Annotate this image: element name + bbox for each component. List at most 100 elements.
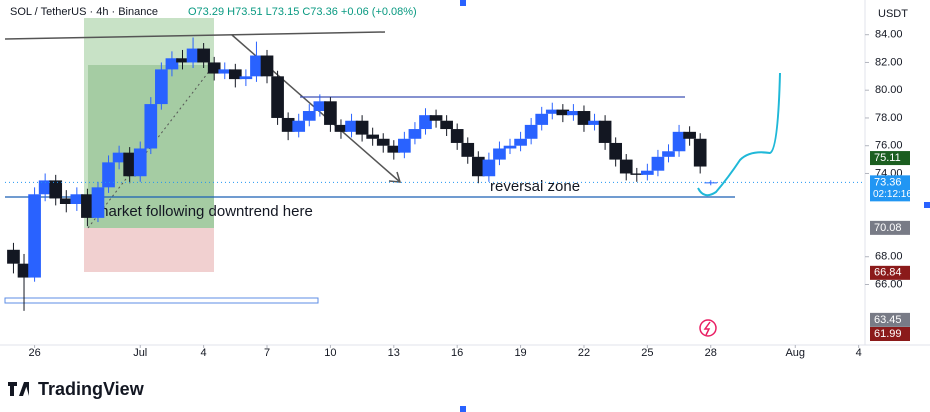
candle-body (429, 115, 443, 121)
price-label-box (870, 175, 910, 202)
candle-body (271, 76, 284, 118)
annotation: reversal zone (490, 178, 580, 195)
candle-body (556, 109, 570, 116)
handle (460, 0, 466, 6)
symbol-title: SOL / TetherUS · 4h · Binance (10, 6, 158, 18)
projection-curve (697, 72, 781, 197)
x-tick-label: Jul (133, 347, 147, 359)
price-label: 73.36 (874, 176, 902, 188)
candle-body (471, 156, 485, 177)
candle-body (619, 159, 633, 174)
candle-body (482, 159, 496, 177)
candle-body (609, 142, 623, 160)
candle-body (17, 263, 31, 278)
price-label: 66.84 (874, 267, 902, 279)
x-tick-label: 22 (578, 347, 590, 359)
candle-body (398, 138, 411, 153)
candle-body (334, 124, 348, 132)
x-tick-label: 4 (201, 347, 207, 359)
candle-body (450, 129, 464, 143)
candle-body (598, 120, 612, 143)
candle-body (419, 115, 432, 130)
candle-body (567, 111, 580, 116)
brand-logo (8, 382, 29, 396)
y-tick-label: 76.00 (875, 140, 903, 152)
candle-body (91, 187, 105, 218)
candle-body (186, 48, 200, 63)
candle-body (228, 69, 242, 80)
handle (924, 202, 930, 208)
x-tick-label: 4 (856, 347, 862, 359)
candle-body (133, 148, 147, 177)
candle-body (514, 138, 527, 146)
y-tick-label: 68.00 (875, 251, 903, 263)
candle-body (38, 180, 52, 195)
candle-body (324, 101, 337, 125)
candle-body (408, 129, 422, 139)
candle-body (355, 120, 369, 135)
y-tick-label: 84.00 (875, 29, 903, 41)
candle-body (693, 138, 707, 167)
price-label: 61.99 (874, 328, 902, 340)
candle-body (281, 117, 295, 132)
candle-body (503, 145, 517, 149)
x-tick-label: 13 (388, 347, 400, 359)
trend-line (4, 31, 386, 40)
candle-body (239, 76, 253, 80)
brand-name: TradingView (38, 379, 145, 399)
candle-body (102, 162, 115, 188)
y-tick-label: 66.00 (875, 278, 903, 290)
candle-body (218, 69, 232, 74)
handle (460, 406, 466, 412)
price-label-box (870, 327, 910, 341)
candle-body (535, 113, 549, 125)
candle-body (376, 138, 390, 146)
x-tick-label: 25 (641, 347, 653, 359)
candle-body (493, 148, 506, 160)
candle-body (662, 151, 675, 157)
candle-body (545, 109, 559, 114)
price-label-box (870, 151, 910, 166)
candle-body (28, 194, 41, 278)
x-tick-label: Aug (785, 347, 805, 359)
candle-body (387, 145, 401, 153)
alert-icon[interactable] (699, 319, 717, 337)
candle-body (672, 131, 686, 152)
candle-body (112, 152, 126, 163)
candle-body (630, 173, 644, 175)
candle-body (81, 194, 94, 218)
candle-body (313, 101, 327, 112)
countdown: 02:12:16 (873, 189, 912, 200)
candle-body (260, 55, 274, 77)
alert-bolt (703, 321, 711, 336)
candle-body (345, 120, 358, 132)
candle-body (155, 69, 168, 105)
candle-body (302, 111, 316, 121)
price-label-box (870, 312, 910, 327)
candle-body (577, 111, 591, 125)
candle-body (651, 156, 665, 171)
price-label-box (870, 220, 910, 235)
candle-body (461, 142, 475, 157)
candle-body (176, 58, 189, 63)
candle-body (641, 170, 654, 175)
candle-body (59, 198, 73, 204)
x-tick-label: 10 (324, 347, 336, 359)
price-label: 70.08 (874, 222, 902, 234)
candle-body (123, 152, 137, 177)
candle-body (70, 194, 84, 204)
candle-body (440, 120, 453, 130)
y-tick-label: 80.00 (875, 84, 903, 96)
position-line (87, 64, 215, 229)
x-tick-label: 26 (28, 347, 40, 359)
candle-body (7, 249, 20, 264)
candle-body (165, 58, 179, 70)
candle-body (207, 62, 221, 74)
range-box (4, 297, 319, 304)
x-tick-label: 19 (514, 347, 526, 359)
x-tick-label: 16 (451, 347, 463, 359)
candle-body (524, 124, 538, 139)
stop-zone (84, 228, 214, 272)
price-label-box (870, 265, 910, 280)
